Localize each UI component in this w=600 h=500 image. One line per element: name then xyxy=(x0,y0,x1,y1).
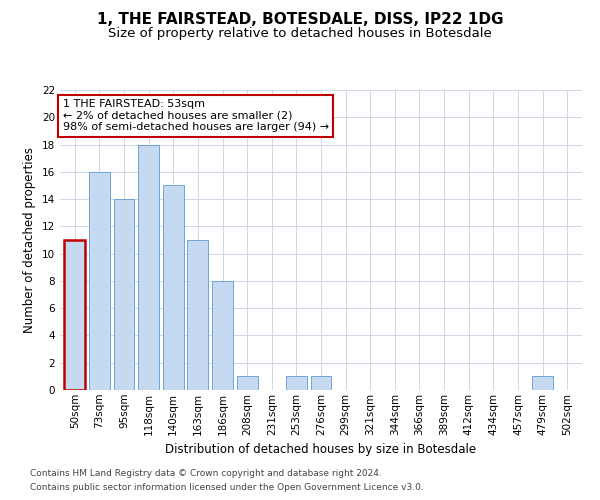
Bar xyxy=(113,199,134,390)
Text: Distribution of detached houses by size in Botesdale: Distribution of detached houses by size … xyxy=(166,442,476,456)
Text: Contains HM Land Registry data © Crown copyright and database right 2024.: Contains HM Land Registry data © Crown c… xyxy=(30,468,382,477)
Text: 1, THE FAIRSTEAD, BOTESDALE, DISS, IP22 1DG: 1, THE FAIRSTEAD, BOTESDALE, DISS, IP22 … xyxy=(97,12,503,28)
Text: 1 THE FAIRSTEAD: 53sqm
← 2% of detached houses are smaller (2)
98% of semi-detac: 1 THE FAIRSTEAD: 53sqm ← 2% of detached … xyxy=(62,99,329,132)
Bar xyxy=(187,240,208,390)
Bar xyxy=(236,376,257,390)
Bar xyxy=(64,240,85,390)
Bar xyxy=(89,172,110,390)
Text: Size of property relative to detached houses in Botesdale: Size of property relative to detached ho… xyxy=(108,28,492,40)
Bar xyxy=(286,376,307,390)
Bar xyxy=(311,376,331,390)
Text: Contains public sector information licensed under the Open Government Licence v3: Contains public sector information licen… xyxy=(30,484,424,492)
Bar xyxy=(163,186,184,390)
Bar xyxy=(138,144,159,390)
Bar xyxy=(532,376,553,390)
Bar xyxy=(212,281,233,390)
Y-axis label: Number of detached properties: Number of detached properties xyxy=(23,147,37,333)
